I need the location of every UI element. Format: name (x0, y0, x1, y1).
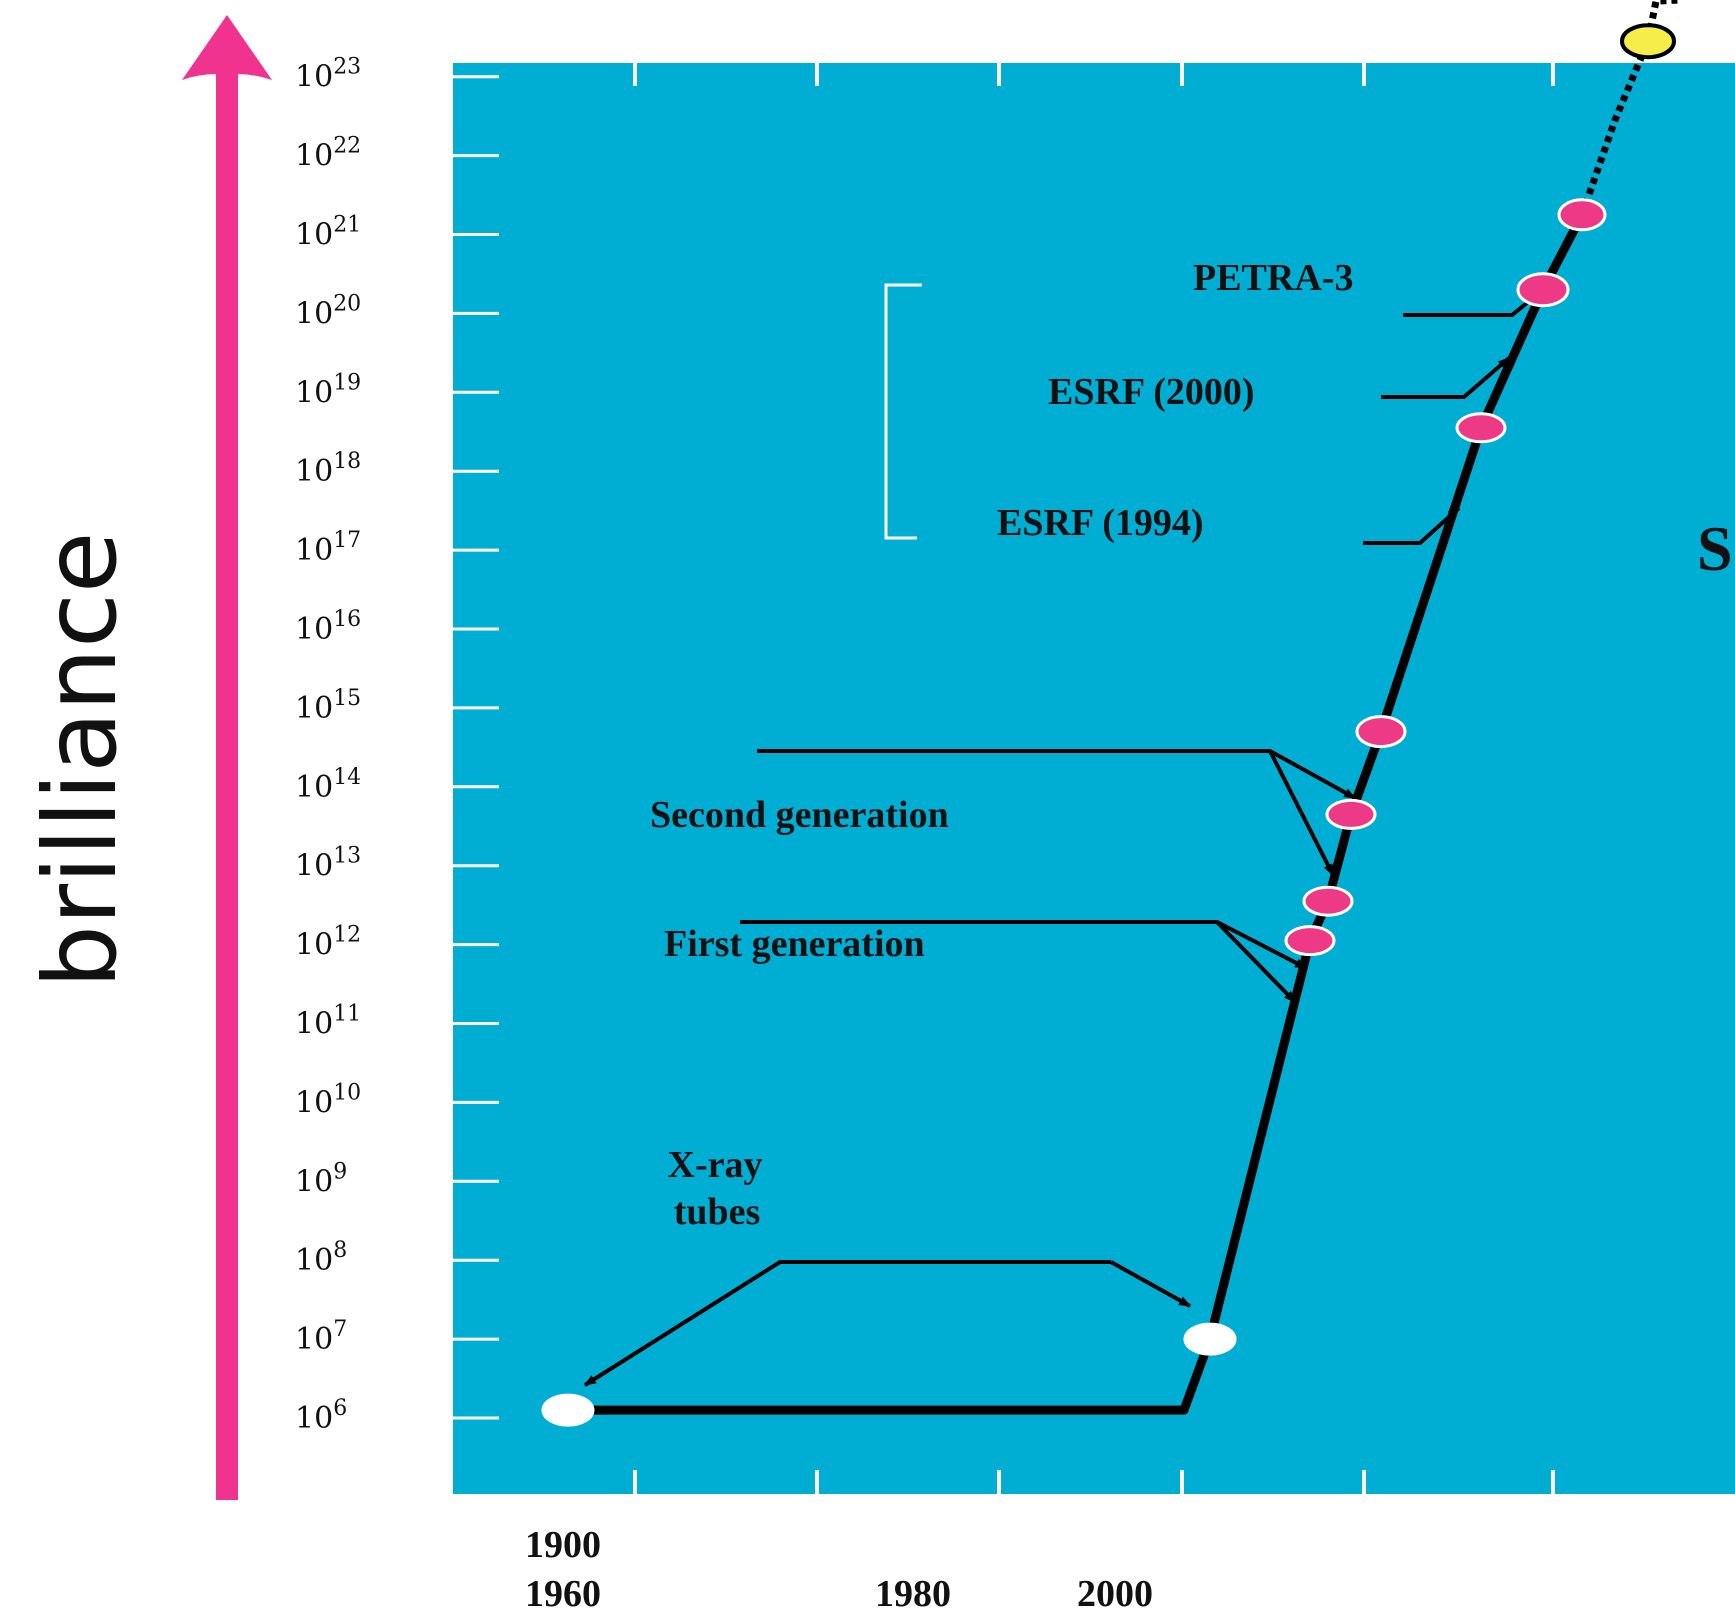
bracket (884, 283, 922, 540)
x-tick-label-2000: 2000 (1077, 1573, 1153, 1615)
data-point-marker (1355, 715, 1407, 749)
y-tick-label: 1018 (295, 449, 361, 489)
partial-label: S (1697, 513, 1733, 584)
xray-arrow-left (583, 1260, 1111, 1387)
y-tick-label: 1012 (295, 923, 361, 963)
annotation-arrows (583, 288, 1545, 1387)
annotation-petra3: PETRA-3 (1193, 257, 1353, 299)
y-tick-label: 1023 (295, 55, 361, 95)
data-point-marker (1557, 198, 1607, 232)
data-point-marker (1455, 412, 1507, 444)
y-tick-label: 1010 (295, 1080, 361, 1120)
y-tick-label: 108 (295, 1238, 347, 1278)
annotation-first-generation: First generation (664, 923, 925, 965)
data-markers (541, 23, 1676, 1427)
annotation-esrf2000: ESRF (2000) (1048, 371, 1255, 413)
x-tick-label-1960: 1960 (525, 1573, 601, 1615)
annotation-tubes: tubes (674, 1191, 761, 1233)
data-point-marker (1302, 885, 1354, 917)
second-gen-arrow-lower (1268, 750, 1335, 877)
esrf1994-arrow (1363, 506, 1461, 545)
y-tick-label: 1021 (295, 213, 361, 253)
y-tick-label: 1016 (295, 607, 361, 647)
y-axis-label: brilliance (22, 532, 139, 989)
data-point-marker (1183, 1322, 1237, 1356)
y-tick-label: 1017 (295, 528, 361, 568)
annotation-second-generation: Second generation (650, 794, 949, 836)
y-axis-arrow-head (182, 15, 272, 80)
y-tick-label: 1011 (295, 1002, 361, 1042)
x-bottom-ticks (633, 1470, 1555, 1494)
y-tick-label: 1014 (295, 765, 361, 805)
y-tick-label: 1013 (295, 844, 361, 884)
y-tick-label: 109 (295, 1159, 347, 1199)
y-tick-label: 1020 (295, 291, 361, 331)
xray-arrow-right (1110, 1260, 1192, 1308)
plot-area (453, 63, 1735, 1494)
data-point-marker (1516, 272, 1570, 308)
y-tick-label: 1019 (295, 370, 361, 410)
data-point-marker (1325, 798, 1377, 830)
y-tick-label: 1015 (295, 686, 361, 726)
annotation-xray: X-ray (668, 1144, 763, 1186)
trend-line-projection (1578, 0, 1681, 216)
x-tick-label-1900: 1900 (525, 1524, 601, 1566)
first-gen-arrow-lower (1215, 920, 1297, 1004)
data-point-marker (541, 1393, 595, 1427)
annotation-esrf1994: ESRF (1994) (997, 502, 1204, 544)
esrf2000-arrow (1381, 356, 1511, 399)
y-tick-label: 107 (295, 1317, 347, 1357)
data-point-marker (1284, 925, 1336, 957)
y-tick-label: 1022 (295, 134, 361, 174)
x-top-ticks (633, 63, 1555, 86)
y-tick-label: 106 (295, 1396, 347, 1436)
data-point-marker (1620, 23, 1676, 60)
x-tick-label-1980: 1980 (875, 1573, 951, 1615)
